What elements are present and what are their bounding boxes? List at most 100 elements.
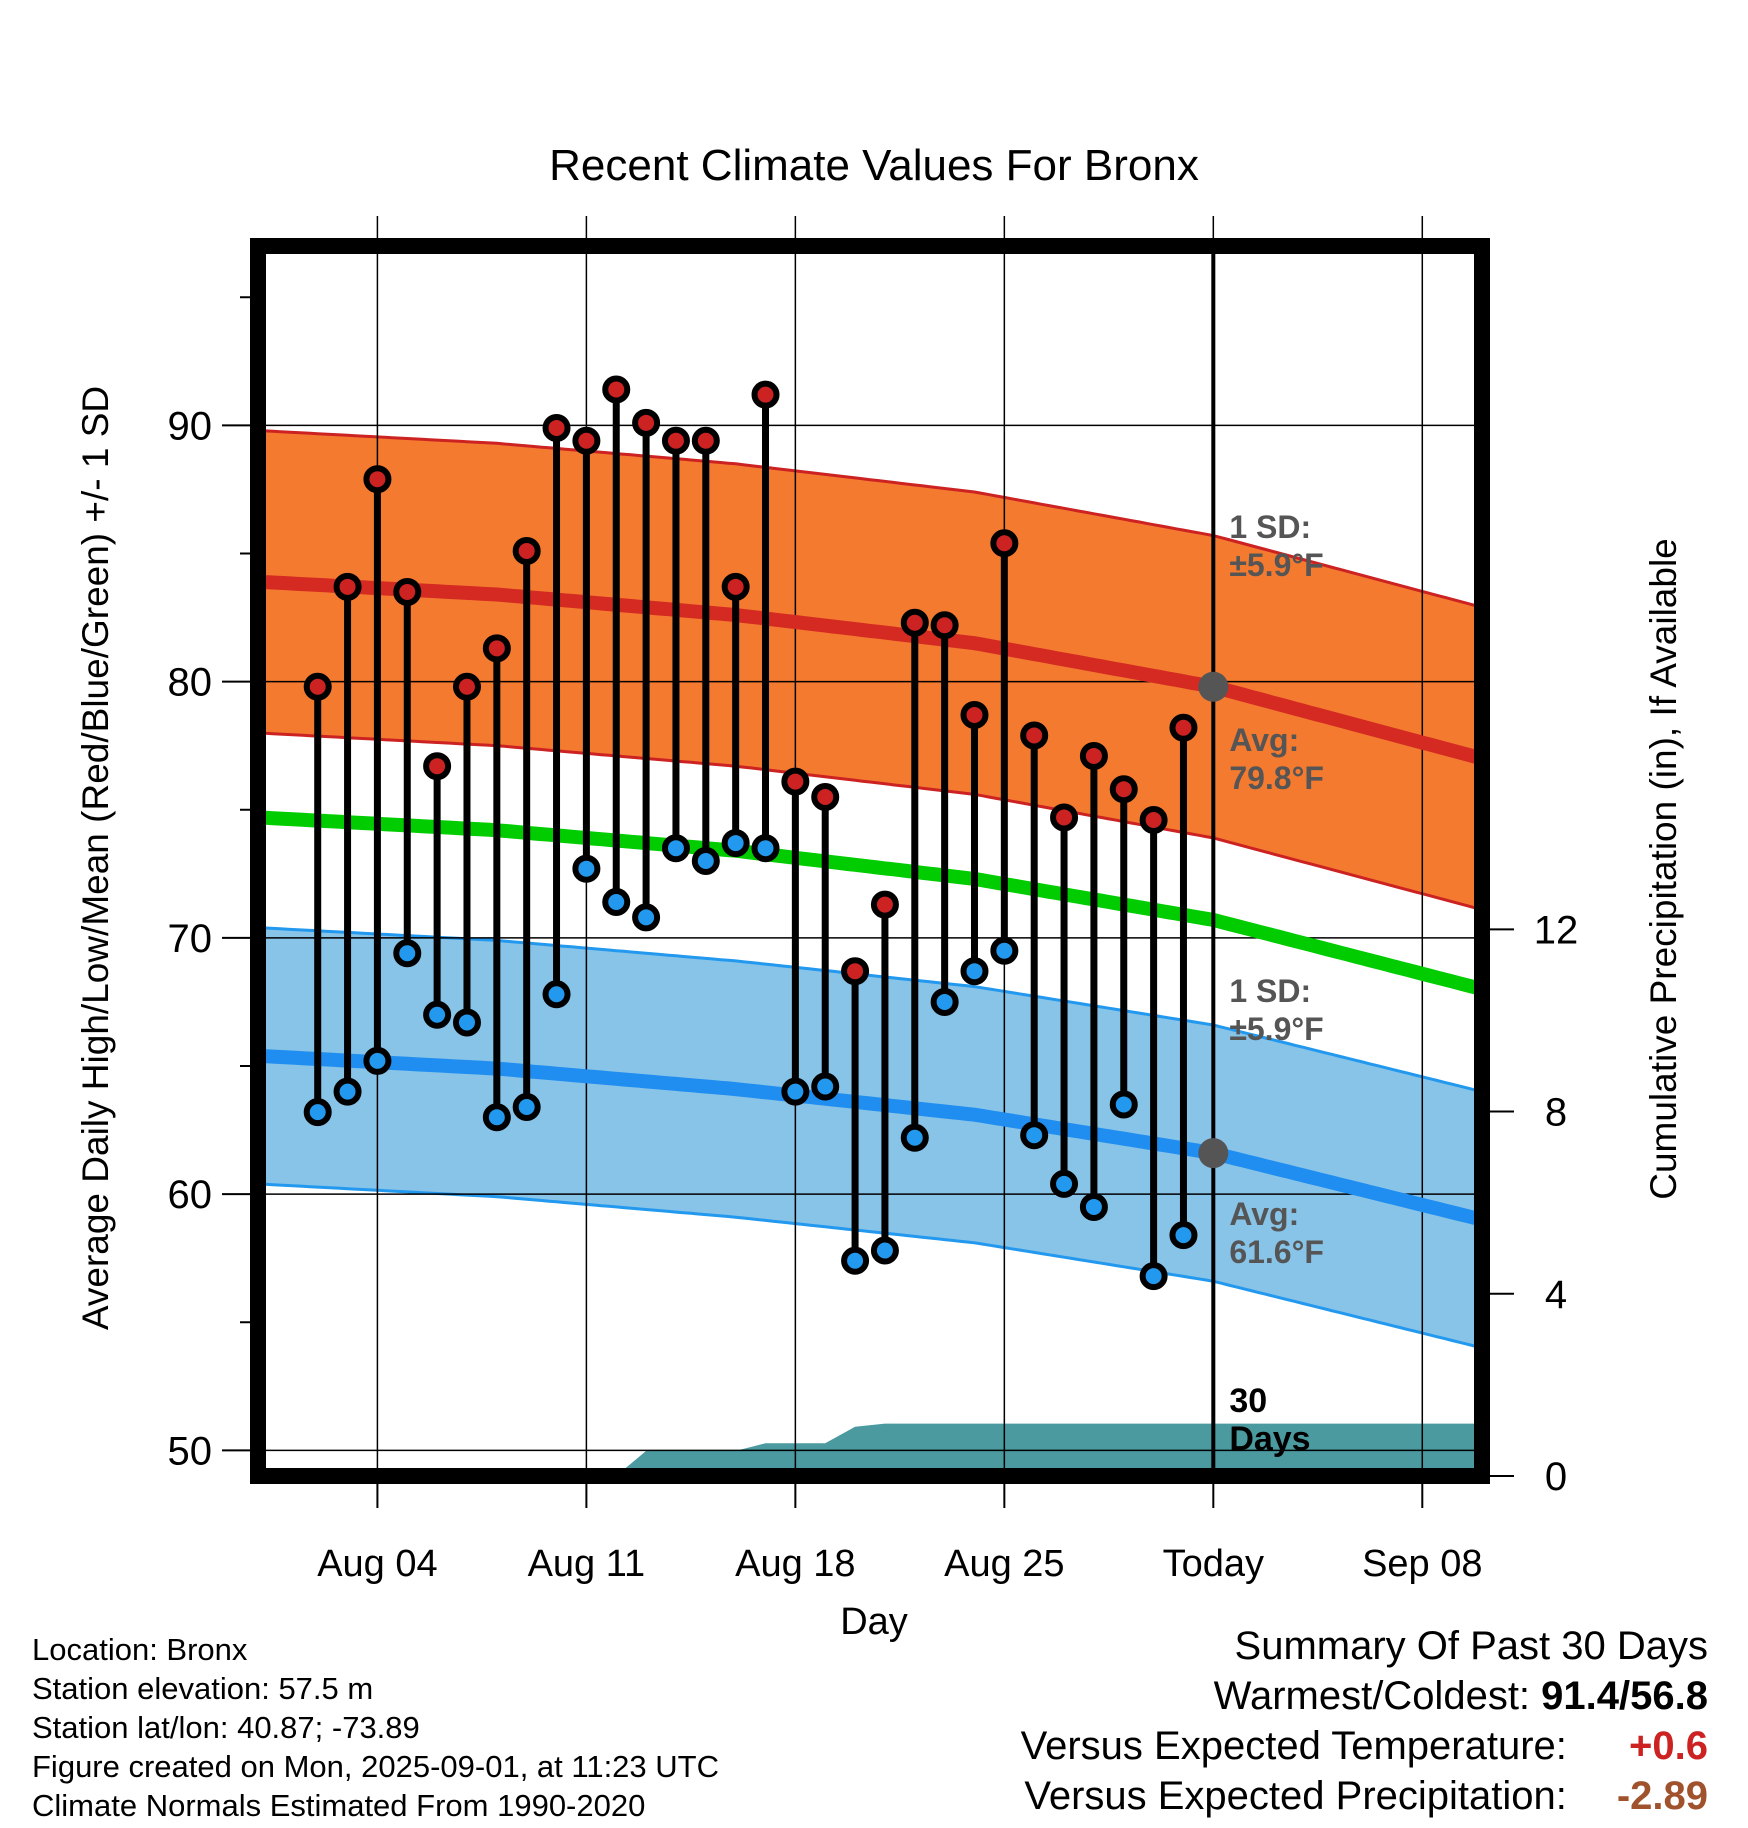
low-point [572, 854, 601, 883]
precip-value: -2.89 [1616, 1774, 1708, 1818]
y2-tick-label: 4 [1545, 1273, 1567, 1317]
x-tick-label: Today [1163, 1543, 1264, 1585]
today-high-avg-marker [1198, 671, 1229, 702]
low-sd-annotation: ±5.9°F [1229, 1011, 1323, 1047]
low-point [1139, 1262, 1168, 1291]
station-info: Location: Bronx Station elevation: 57.5 … [32, 1630, 719, 1825]
high-point [781, 767, 810, 796]
low-point [333, 1077, 362, 1106]
low-point [602, 888, 631, 916]
high-point [363, 465, 392, 494]
low-point [661, 834, 690, 863]
high-point [452, 672, 481, 701]
high-sd-annotation: 1 SD: [1229, 509, 1311, 545]
y2-tick-label: 12 [1534, 908, 1579, 952]
y-tick-label: 70 [168, 917, 213, 961]
high-avg-annotation: 79.8°F [1229, 760, 1324, 796]
x-tick-label: Aug 11 [528, 1543, 646, 1585]
high-point [572, 426, 601, 455]
low-point [393, 939, 422, 968]
latlon-text: Station lat/lon: 40.87; -73.89 [32, 1710, 420, 1745]
high-sd-band [258, 430, 1482, 910]
x-axis-label: Day [840, 1601, 908, 1643]
created-text: Figure created on Mon, 2025-09-01, at 11… [32, 1749, 719, 1784]
precip-row: Versus Expected Precipitation: -2.89 [1021, 1771, 1708, 1821]
high-point [841, 957, 870, 986]
warm-cold-value: 91.4/56.8 [1541, 1674, 1708, 1718]
low-point [990, 936, 1019, 965]
low-point [781, 1077, 810, 1106]
y2-tick-label: 8 [1545, 1091, 1567, 1135]
low-point [900, 1123, 929, 1152]
high-point [393, 577, 422, 606]
low-point [1109, 1090, 1138, 1119]
summary-panel: Summary Of Past 30 Days Warmest/Coldest:… [1021, 1621, 1708, 1821]
low-point [482, 1103, 511, 1132]
low-point [751, 834, 780, 863]
low-point [512, 1093, 541, 1121]
low-point [721, 829, 750, 858]
today-low-avg-marker [1198, 1138, 1229, 1169]
normals-text: Climate Normals Estimated From 1990-2020 [32, 1788, 646, 1823]
high-point [512, 536, 541, 565]
low-point [1079, 1192, 1108, 1221]
high-point [811, 782, 840, 811]
y-tick-label: 60 [168, 1173, 213, 1217]
warm-cold-label: Warmest/Coldest: [1213, 1674, 1531, 1718]
low-point [452, 1008, 481, 1037]
low-point [870, 1236, 899, 1265]
high-point [1079, 741, 1108, 770]
plot-frame [250, 238, 1490, 1484]
x-tick-label: Aug 04 [317, 1543, 437, 1585]
y2-tick-label: 0 [1545, 1455, 1567, 1499]
high-band-lower-edge [258, 731, 1482, 912]
high-point [661, 426, 690, 455]
location-text: Location: Bronx [32, 1632, 248, 1667]
mean-avg-line [258, 810, 1482, 996]
high-point [1020, 721, 1049, 750]
low-point [542, 980, 571, 1009]
y2-axis-label: Cumulative Precipitation (in), If Availa… [1643, 538, 1684, 1200]
low-point [1169, 1221, 1198, 1250]
temp-value: +0.6 [1629, 1724, 1708, 1768]
low-point [363, 1046, 392, 1075]
high-point [751, 380, 780, 409]
high-avg-line [258, 574, 1482, 766]
y-tick-label: 50 [168, 1429, 213, 1473]
y-axis-label: Average Daily High/Low/Mean (Red/Blue/Gr… [75, 386, 116, 1330]
low-point [930, 987, 959, 1016]
temp-row: Versus Expected Temperature: +0.6 [1021, 1721, 1708, 1771]
high-point [900, 608, 929, 637]
high-point [602, 375, 631, 404]
low-avg-line [258, 1048, 1482, 1227]
high-avg-annotation: Avg: [1229, 722, 1299, 758]
warm-cold-row: Warmest/Coldest: 91.4/56.8 [1021, 1671, 1708, 1721]
x-tick-label: Aug 18 [735, 1543, 855, 1585]
high-point [1139, 806, 1168, 834]
high-point [990, 529, 1019, 558]
high-point [1109, 775, 1138, 804]
high-point [870, 890, 899, 919]
y-tick-label: 90 [168, 404, 213, 448]
high-point [721, 572, 750, 601]
window-annotation: 30 [1229, 1382, 1267, 1420]
low-point [1020, 1121, 1049, 1150]
high-point [333, 572, 362, 601]
low-point [960, 957, 989, 986]
summary-title: Summary Of Past 30 Days [1234, 1624, 1708, 1668]
chart-title: Recent Climate Values For Bronx [549, 141, 1199, 190]
low-point [811, 1072, 840, 1101]
high-point [303, 672, 332, 701]
low-point [423, 1000, 452, 1029]
high-sd-annotation: ±5.9°F [1229, 547, 1323, 583]
elevation-text: Station elevation: 57.5 m [32, 1671, 374, 1706]
high-point [691, 426, 720, 455]
high-point [1050, 803, 1079, 832]
high-point [930, 611, 959, 640]
low-sd-annotation: 1 SD: [1229, 973, 1311, 1009]
high-point [423, 752, 452, 781]
x-tick-label: Sep 08 [1362, 1543, 1482, 1585]
